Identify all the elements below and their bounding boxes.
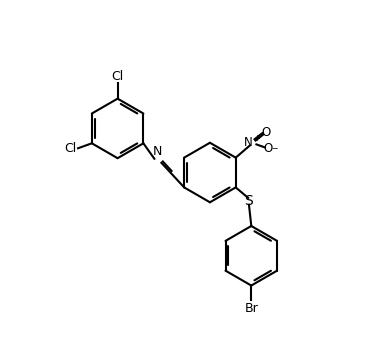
Text: O: O (262, 126, 271, 139)
Text: O: O (264, 142, 273, 155)
Text: Cl: Cl (112, 70, 124, 83)
Text: Br: Br (244, 301, 258, 315)
Text: N: N (153, 145, 162, 158)
Text: $\mathregular{N^+}$: $\mathregular{N^+}$ (243, 136, 262, 151)
Text: $^-$: $^-$ (270, 146, 279, 156)
Text: S: S (244, 194, 253, 208)
Text: Cl: Cl (64, 142, 77, 155)
